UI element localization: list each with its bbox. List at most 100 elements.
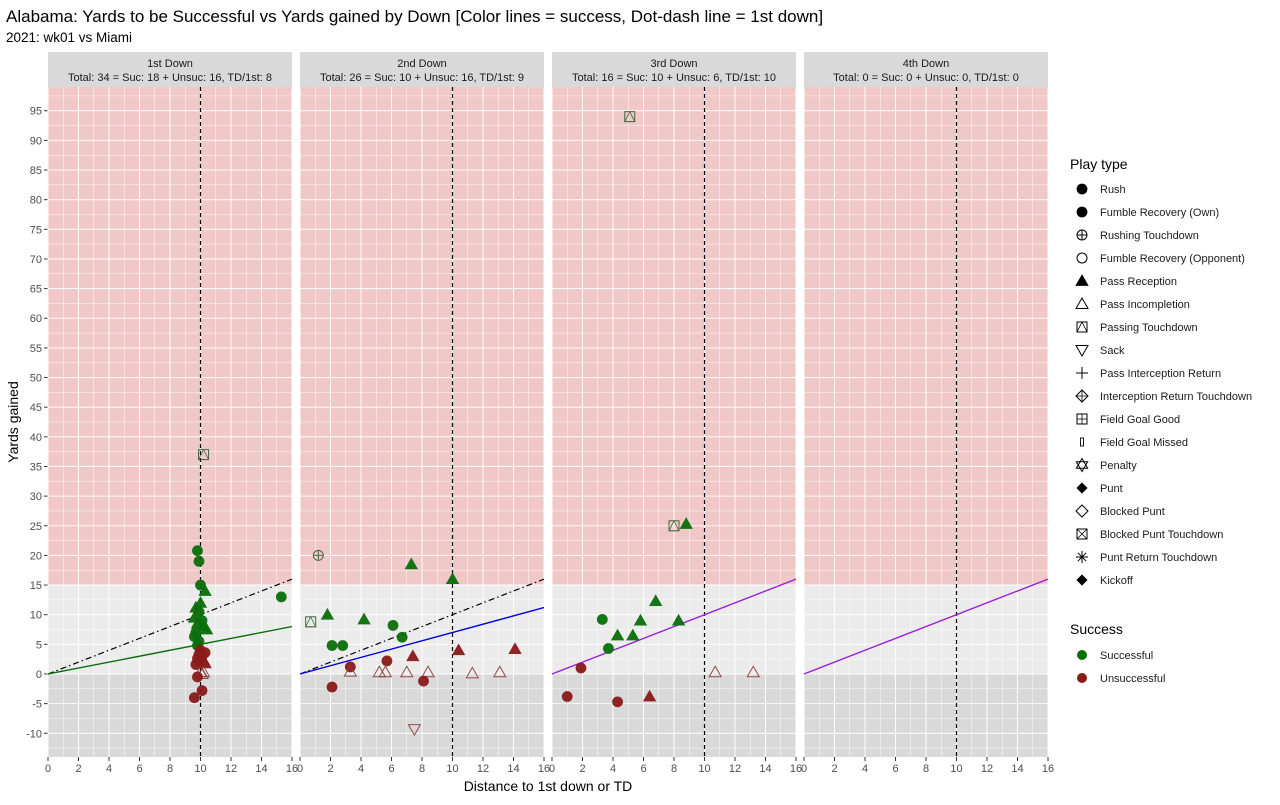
data-point-shape	[561, 691, 573, 702]
data-point	[197, 448, 210, 461]
legend-item-label: Interception Return Touchdown	[1100, 391, 1252, 403]
data-point	[603, 643, 614, 654]
x-tick-label: 16	[790, 763, 802, 775]
legend-key-symbol	[1076, 367, 1088, 379]
data-point-shape	[445, 572, 460, 585]
x-tick-label: 2	[75, 763, 81, 775]
legend-success-dot	[1077, 650, 1087, 660]
data-point	[649, 594, 663, 606]
panel-summary: Total: 34 = Suc: 18 + Unsuc: 16, TD/1st:…	[68, 72, 272, 84]
panel-title: 1st Down	[147, 58, 193, 70]
legend-key-symbol-shape	[1076, 528, 1088, 540]
y-tick-label: -10	[26, 728, 42, 740]
data-point-shape	[508, 642, 522, 654]
legend-item-label: Fumble Recovery (Opponent)	[1100, 253, 1245, 265]
data-point-shape	[198, 656, 212, 669]
x-tick-label: 2	[327, 763, 333, 775]
data-point	[708, 665, 723, 678]
y-tick-label: 50	[30, 373, 42, 385]
data-point	[406, 649, 420, 662]
y-tick-label: 10	[30, 610, 42, 622]
data-point-shape	[198, 584, 212, 596]
data-point	[746, 665, 761, 678]
data-point	[492, 665, 507, 678]
first-down-dotdash-line	[48, 578, 292, 675]
legend-key-symbol	[1076, 482, 1088, 494]
data-point-shape	[193, 555, 205, 567]
legend-key-bg	[1072, 317, 1092, 337]
legend-item-label: Rushing Touchdown	[1100, 230, 1199, 242]
legend-key-symbol-cross	[1077, 414, 1087, 424]
y-tick-label: 75	[30, 224, 42, 236]
data-point-shape	[421, 665, 435, 678]
legend-key-symbol	[1076, 528, 1088, 540]
y-axis-label: Yards gained	[5, 381, 21, 462]
legend-item-label: Pass Interception Return	[1100, 368, 1221, 380]
x-axis: 0 2 4 6 8 10 12 14 16	[297, 757, 550, 775]
chart-title: Alabama: Yards to be Successful vs Yards…	[6, 7, 823, 26]
data-point-shape	[451, 643, 466, 656]
first-down-dotdash-line	[300, 578, 544, 675]
panel-strip	[552, 52, 796, 87]
y-tick-label: 40	[30, 432, 42, 444]
legend-key-symbol-inner	[1076, 321, 1088, 333]
data-point-shape	[188, 692, 200, 704]
y-tick-label: 55	[30, 343, 42, 355]
data-point	[561, 691, 573, 702]
data-point-shape	[603, 643, 614, 654]
x-tick-label: 16	[286, 763, 298, 775]
data-point-inner	[305, 615, 317, 628]
data-point	[418, 675, 429, 687]
legend-item-label: Sack	[1100, 345, 1125, 357]
legend-key-symbol	[1075, 457, 1089, 473]
legend-item-label: Pass Incompletion	[1100, 299, 1190, 311]
legend-key-symbol-shape	[1076, 482, 1088, 494]
panel-title: 3rd Down	[650, 58, 697, 70]
x-tick-label: 0	[549, 763, 555, 775]
data-point-shape	[196, 685, 208, 696]
x-tick-label: 10	[446, 763, 458, 775]
legend-key-symbol-cross	[1076, 528, 1088, 540]
data-point-shape	[199, 622, 214, 635]
legend-item-label: Successful	[1100, 650, 1153, 662]
legend-key-symbol	[1076, 229, 1088, 241]
x-tick-label: 8	[671, 763, 677, 775]
x-tick-label: 6	[136, 763, 142, 775]
x-tick-label: 12	[477, 763, 489, 775]
data-point	[642, 689, 657, 702]
data-point-cross	[313, 550, 324, 561]
legend-key-symbol	[1076, 551, 1088, 563]
panel-summary: Total: 26 = Suc: 10 + Unsuc: 16, TD/1st:…	[320, 72, 524, 84]
grid	[551, 87, 797, 757]
legend-success-title: Success	[1070, 621, 1123, 637]
legend-play-type-item: Kickoff	[1072, 570, 1134, 590]
data-point	[192, 545, 203, 557]
legend-play-type-item: Blocked Punt	[1072, 501, 1165, 521]
data-point	[508, 642, 522, 654]
legend-key-symbol-shape	[1076, 183, 1088, 195]
legend-play-type-item: Sack	[1072, 340, 1125, 360]
legend-key-symbol-shape2	[1075, 461, 1089, 473]
data-point-shape	[381, 655, 393, 667]
data-point-shape	[344, 661, 356, 673]
legend-key-bg	[1072, 248, 1092, 268]
panel-2: 2nd Down Total: 26 = Suc: 10 + Unsuc: 16,…	[297, 52, 550, 775]
legend-play-type-item: Rushing Touchdown	[1072, 225, 1199, 245]
panel-lines	[48, 87, 292, 757]
legend-key-symbol	[1076, 206, 1088, 218]
data-point	[196, 685, 208, 696]
grid	[47, 87, 293, 757]
legend-key-symbol	[1076, 183, 1088, 195]
legend-key-symbol-shape	[1075, 296, 1089, 309]
x-tick-label: 2	[831, 763, 837, 775]
data-point	[668, 519, 680, 532]
data-point-shape	[343, 664, 358, 677]
data-point	[671, 613, 686, 626]
data-point-shape	[746, 665, 761, 678]
data-point	[305, 615, 317, 628]
data-point	[275, 591, 287, 603]
x-axis: 0 2 4 6 8 10 12 14 16	[45, 757, 298, 775]
panel-1: 1st Down Total: 34 = Suc: 18 + Unsuc: 16,…	[45, 52, 298, 775]
data-point	[624, 110, 636, 123]
